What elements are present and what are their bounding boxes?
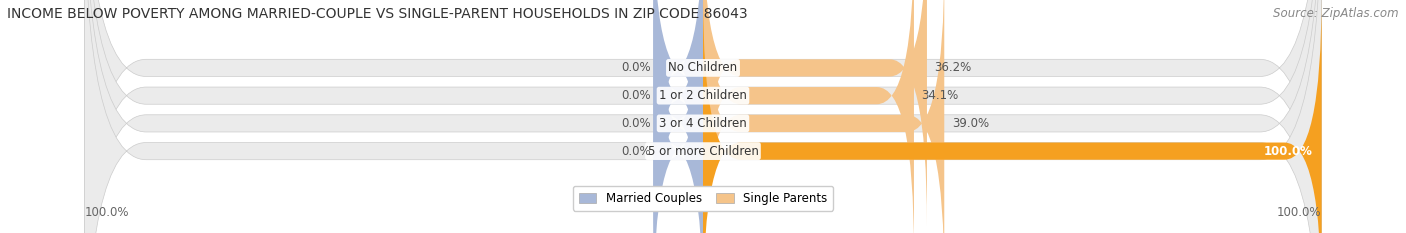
Text: 100.0%: 100.0% [84,206,129,219]
Text: 1 or 2 Children: 1 or 2 Children [659,89,747,102]
Text: 34.1%: 34.1% [921,89,959,102]
FancyBboxPatch shape [84,0,1322,233]
FancyBboxPatch shape [84,0,1322,233]
Text: INCOME BELOW POVERTY AMONG MARRIED-COUPLE VS SINGLE-PARENT HOUSEHOLDS IN ZIP COD: INCOME BELOW POVERTY AMONG MARRIED-COUPL… [7,7,748,21]
FancyBboxPatch shape [84,0,1322,233]
Text: 100.0%: 100.0% [1264,145,1312,158]
Text: 3 or 4 Children: 3 or 4 Children [659,117,747,130]
Text: 0.0%: 0.0% [621,89,651,102]
FancyBboxPatch shape [654,0,703,233]
FancyBboxPatch shape [703,0,1322,233]
Text: 39.0%: 39.0% [952,117,988,130]
FancyBboxPatch shape [703,0,914,233]
FancyBboxPatch shape [703,0,927,226]
Text: 0.0%: 0.0% [621,62,651,74]
Text: 5 or more Children: 5 or more Children [648,145,758,158]
FancyBboxPatch shape [654,0,703,233]
FancyBboxPatch shape [84,0,1322,233]
FancyBboxPatch shape [654,0,703,233]
Text: Source: ZipAtlas.com: Source: ZipAtlas.com [1274,7,1399,20]
FancyBboxPatch shape [654,0,703,226]
Text: 36.2%: 36.2% [935,62,972,74]
Legend: Married Couples, Single Parents: Married Couples, Single Parents [572,186,834,211]
Text: 100.0%: 100.0% [1277,206,1322,219]
Text: 0.0%: 0.0% [621,117,651,130]
Text: No Children: No Children [668,62,738,74]
Text: 0.0%: 0.0% [621,145,651,158]
FancyBboxPatch shape [703,0,945,233]
